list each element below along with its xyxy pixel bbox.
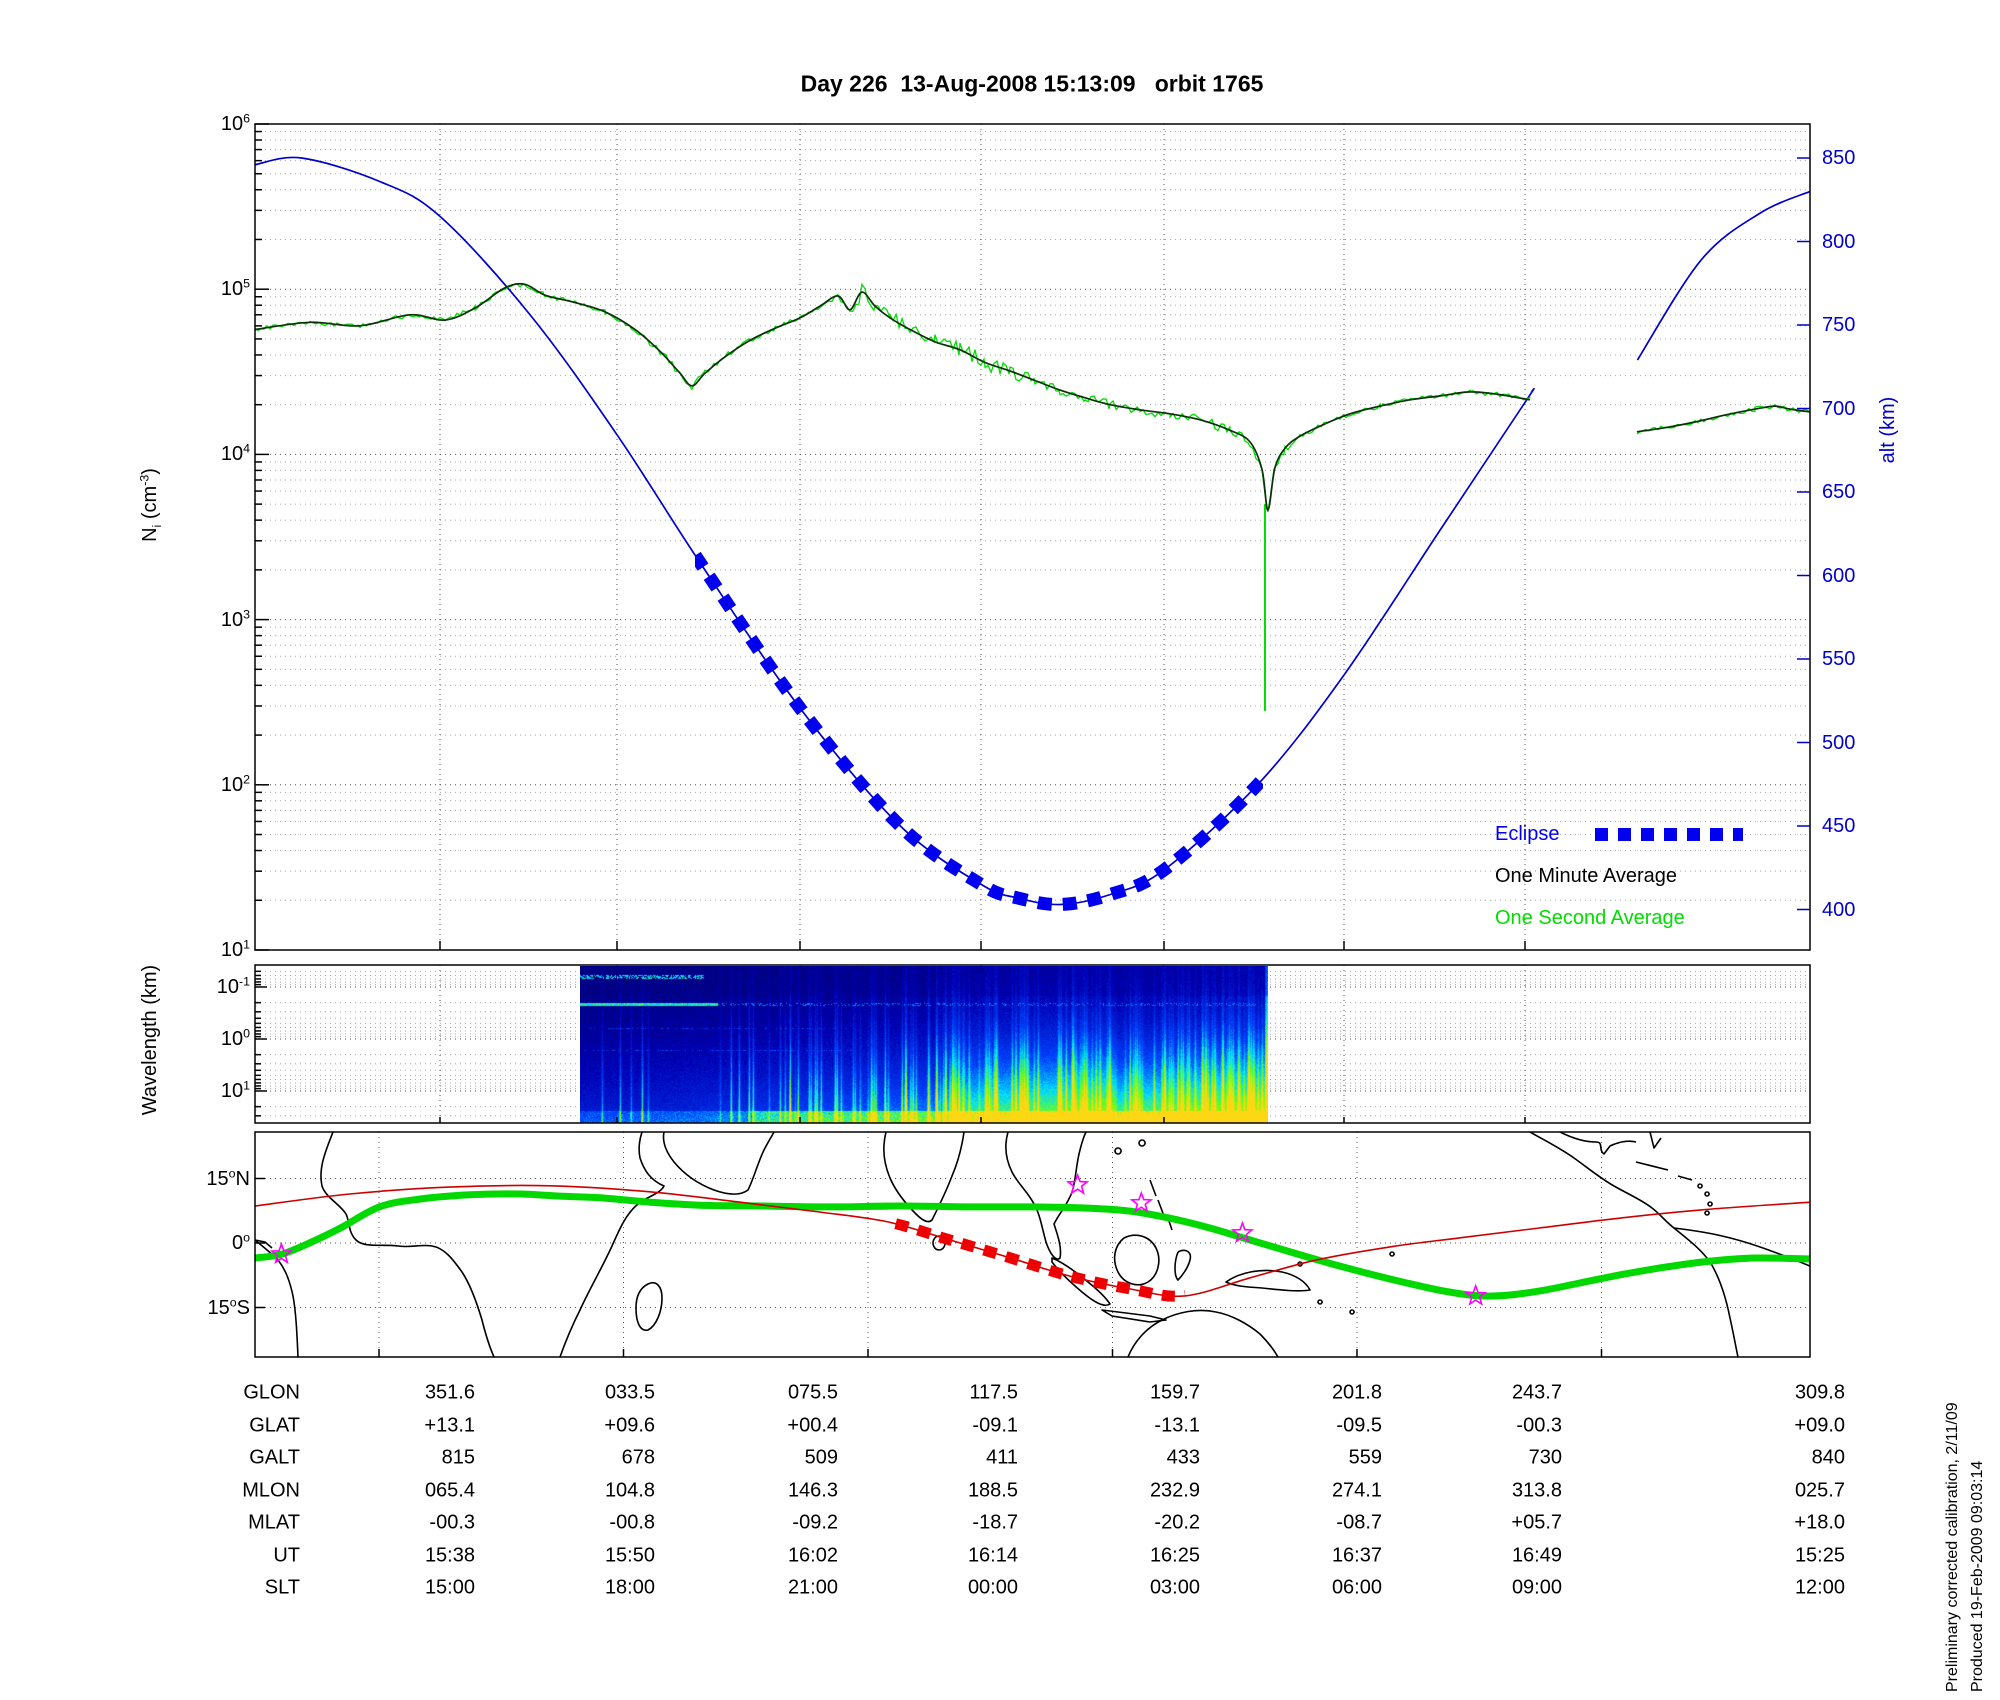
table-cell-ut-4: 16:14: [967, 1544, 1018, 1566]
alt-axis-tick-label: 400: [1822, 899, 1856, 921]
table-cell-slt-2: 18:00: [604, 1576, 655, 1599]
table-cell-mlat-8: +18.0: [1794, 1511, 1845, 1534]
table-cell-ut-6: 16:37: [1331, 1544, 1382, 1566]
table-cell-galt-3: 509: [804, 1446, 838, 1469]
table-cell-galt-6: 559: [1348, 1446, 1382, 1469]
table-cell-glon-2: 033.5: [604, 1381, 655, 1404]
table-cell-ut-7: 16:49: [1511, 1544, 1562, 1566]
alt-axis-tick-label: 750: [1822, 314, 1856, 336]
table-cell-glon-5: 159.7: [1149, 1381, 1200, 1404]
table-cell-mlon-7: 313.8: [1511, 1479, 1562, 1501]
table-cell-glon-7: 243.7: [1511, 1381, 1562, 1404]
table-cell-glat-6: -09.5: [1336, 1414, 1382, 1436]
table-cell-mlat-1: -00.3: [429, 1511, 475, 1534]
table-cell-glon-6: 201.8: [1331, 1381, 1382, 1404]
table-cell-mlon-2: 104.8: [604, 1479, 655, 1501]
legend-label-eclipse: Eclipse: [1495, 823, 1560, 845]
alt-axis-tick-label: 650: [1822, 481, 1856, 503]
table-cell-mlat-3: -09.2: [792, 1511, 838, 1534]
table-cell-slt-3: 21:00: [787, 1576, 838, 1599]
produced-note: Produced 19-Feb-2009 09:03:14: [1969, 1460, 1986, 1692]
alt-axis-label: alt (km): [1877, 396, 1899, 464]
table-cell-mlat-6: -08.7: [1336, 1511, 1382, 1534]
ni-axis-label: Ni (cm-3): [137, 468, 164, 542]
table-cell-mlon-1: 065.4: [424, 1479, 475, 1501]
table-cell-galt-5: 433: [1166, 1446, 1200, 1469]
map-lat-label: 15oN: [206, 1166, 250, 1190]
table-row-label-mlat: MLAT: [248, 1511, 300, 1534]
table-cell-mlat-5: -20.2: [1154, 1511, 1200, 1534]
table-cell-glat-3: +00.4: [787, 1414, 838, 1436]
ni-axis-tick-label: 105: [220, 276, 250, 300]
alt-axis-tick-label: 700: [1822, 398, 1856, 420]
alt-axis-tick-label: 600: [1822, 565, 1856, 587]
table-row-label-mlon: MLON: [242, 1479, 300, 1501]
alt-axis-tick-label: 450: [1822, 815, 1856, 837]
table-cell-slt-1: 15:00: [424, 1576, 475, 1599]
table-cell-glat-8: +09.0: [1794, 1414, 1845, 1436]
table-cell-ut-2: 15:50: [604, 1544, 655, 1566]
table-cell-glon-3: 075.5: [787, 1381, 838, 1404]
map-lat-label: 15oS: [207, 1295, 251, 1319]
table-cell-mlon-6: 274.1: [1331, 1479, 1382, 1501]
wavelength-axis-tick-label: 10-1: [216, 974, 250, 998]
table-cell-glat-4: -09.1: [972, 1414, 1018, 1436]
table-cell-slt-4: 00:00: [967, 1576, 1018, 1599]
page-title: Day 226 13-Aug-2008 15:13:09 orbit 1765: [800, 70, 1264, 97]
ni-axis-tick-label: 104: [220, 441, 250, 465]
table-cell-galt-2: 678: [621, 1446, 655, 1469]
alt-axis-tick-label: 850: [1822, 147, 1856, 169]
alt-axis-tick-label: 500: [1822, 732, 1856, 754]
map-lat-label: 0o: [231, 1230, 250, 1254]
legend-label-one-minute: One Minute Average: [1495, 865, 1677, 887]
table-cell-slt-8: 12:00: [1794, 1576, 1845, 1599]
ni-axis-tick-label: 101: [220, 937, 250, 961]
wavelength-axis-tick-label: 100: [220, 1026, 250, 1050]
table-cell-galt-1: 815: [441, 1446, 475, 1469]
table-cell-ut-5: 16:25: [1149, 1544, 1200, 1566]
wavelength-axis-tick-label: 101: [220, 1078, 250, 1102]
ni-axis-tick-label: 103: [220, 607, 250, 631]
table-cell-slt-5: 03:00: [1149, 1576, 1200, 1599]
table-cell-mlon-3: 146.3: [787, 1479, 838, 1501]
table-row-label-galt: GALT: [249, 1446, 300, 1469]
table-cell-mlat-4: -18.7: [972, 1511, 1018, 1534]
table-cell-galt-4: 411: [986, 1446, 1018, 1469]
ni-axis-tick-label: 102: [220, 772, 250, 796]
table-row-label-glat: GLAT: [249, 1414, 300, 1436]
table-cell-galt-8: 840: [1811, 1446, 1845, 1469]
table-cell-mlon-4: 188.5: [967, 1479, 1018, 1501]
table-row-label-glon: GLON: [243, 1381, 300, 1404]
wavelength-spectrogram: [580, 966, 1268, 1123]
legend-label-one-second: One Second Average: [1495, 907, 1685, 929]
table-cell-galt-7: 730: [1528, 1446, 1562, 1469]
wavelength-axis-label: Wavelength (km): [139, 964, 161, 1116]
table-cell-glon-1: 351.6: [424, 1381, 475, 1404]
table-cell-glat-5: -13.1: [1154, 1414, 1200, 1436]
table-row-label-slt: SLT: [264, 1576, 300, 1599]
table-cell-ut-3: 16:02: [787, 1544, 838, 1566]
table-cell-slt-6: 06:00: [1331, 1576, 1382, 1599]
table-cell-ut-1: 15:38: [424, 1544, 475, 1566]
legend-eclipse-dash-swatch: [1595, 828, 1743, 841]
table-cell-glat-2: +09.6: [604, 1414, 655, 1436]
calibration-note: Preliminary corrected calibration, 2/11/…: [1944, 1402, 1961, 1692]
table-cell-ut-8: 15:25: [1794, 1544, 1845, 1566]
table-row-label-ut: UT: [273, 1544, 300, 1566]
ni-axis-tick-label: 106: [220, 111, 250, 135]
table-cell-slt-7: 09:00: [1511, 1576, 1562, 1599]
table-cell-mlon-8: 025.7: [1794, 1479, 1845, 1501]
alt-axis-tick-label: 550: [1822, 648, 1856, 670]
table-cell-glon-8: 309.8: [1794, 1381, 1845, 1404]
table-cell-mlon-5: 232.9: [1149, 1479, 1200, 1501]
alt-axis-tick-label: 800: [1822, 231, 1856, 253]
table-cell-glat-7: -00.3: [1516, 1414, 1562, 1436]
table-cell-mlat-7: +05.7: [1511, 1511, 1562, 1534]
table-cell-glon-4: 117.5: [969, 1381, 1018, 1404]
table-cell-mlat-2: -00.8: [609, 1511, 655, 1534]
table-cell-glat-1: +13.1: [424, 1414, 475, 1436]
